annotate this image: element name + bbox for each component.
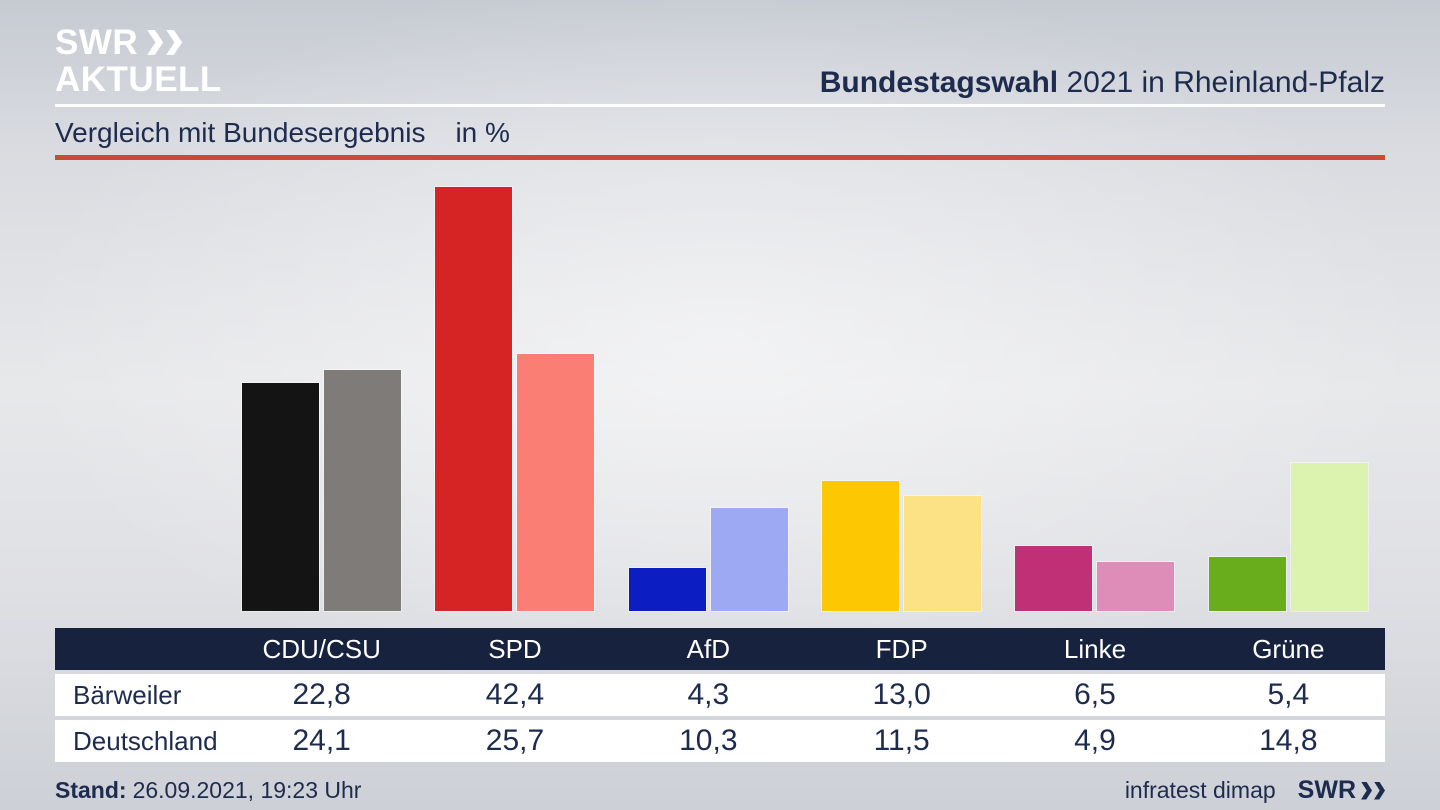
bar-chart [55,160,1385,611]
column-header-gr-ne: Grüne [1252,633,1325,664]
source-label: infratest dimap [1124,777,1276,803]
page-title: Bundestagswahl 2021 in Rheinland-Pfalz [820,66,1385,104]
logo-text-aktuell: AKTUELL [55,59,222,99]
swr-brand-mark: SWR [1298,776,1385,805]
value-cell-deutschland-cdu-csu: 24,1 [292,724,351,757]
bar-b-rweiler-spd [435,187,513,611]
logo-line1: SWR [55,24,222,61]
bar-deutschland-spd [517,354,595,611]
chart-subtitle: Vergleich mit Bundesergebnis [55,117,426,148]
table-header-row: CDU/CSU SPD AfD FDP Linke Grüne [55,628,1385,670]
value-cell-deutschland-spd: 25,7 [485,724,545,757]
value-cell-bärweiler-cdu-csu: 22,8 [292,678,351,711]
row-label: Deutschland [73,725,218,756]
bar-group-afd [612,508,805,611]
column-header-linke: Linke [1063,633,1127,664]
bar-group-fdp [805,481,998,611]
header-divider [55,104,1385,107]
chevron-right-icon [147,29,164,55]
bar-deutschland-gr-ne [1290,463,1368,611]
results-table: CDU/CSU SPD AfD FDP Linke Grüne Bärweiler 22,8… [55,628,1385,762]
bar-deutschland-cdu-csu [324,370,402,611]
table-row-deutschland: Deutschland 24,1 25,7 10,3 11,5 4,9 14,8 [55,720,1385,762]
chart-subtitle-row: Vergleich mit Bundesergebnis in % [55,117,1385,149]
chart-unit-label: in % [455,117,510,148]
value-cell-bärweiler-linke: 6,5 [1074,678,1116,711]
bar-deutschland-afd [710,508,788,611]
value-cell-bärweiler-afd: 4,3 [687,678,730,711]
brand-text: SWR [1297,776,1356,804]
value-cell-deutschland-linke: 4,9 [1074,724,1116,757]
bar-b-rweiler-afd [628,568,706,611]
column-header-spd: SPD [488,633,542,664]
swr-double-chevron-icon [147,29,183,55]
timestamp: Stand: 26.09.2021, 19:23 Uhr [55,777,361,804]
page-title-bold: Bundestagswahl [819,66,1059,99]
swr-aktuell-logo: SWR AKTUELL [55,24,222,104]
value-cell-bärweiler-fdp: 13,0 [872,678,931,711]
logo-text-swr: SWR [55,22,139,62]
chevron-right-icon [1374,781,1385,800]
swr-double-chevron-icon [1361,781,1385,800]
column-header-cdu-csu: CDU/CSU [262,633,381,664]
value-cell-bärweiler-spd: 42,4 [485,678,545,711]
bar-group-gr-ne [1192,463,1385,611]
value-cell-deutschland-fdp: 11,5 [873,724,930,757]
bar-group-linke [998,546,1191,611]
timestamp-label: Stand: [55,777,127,803]
column-header-afd: AfD [686,633,730,664]
row-label: Bärweiler [73,679,182,710]
chevron-right-icon [1361,781,1372,800]
page-title-rest: 2021 in Rheinland-Pfalz [1058,66,1385,99]
value-cell-bärweiler-gr-ne: 5,4 [1267,678,1310,711]
timestamp-value: 26.09.2021, 19:23 Uhr [132,777,362,803]
bar-b-rweiler-fdp [822,481,900,611]
table-row-b-rweiler: Bärweiler 22,8 42,4 4,3 13,0 6,5 5,4 [55,674,1385,716]
bar-deutschland-linke [1097,562,1175,611]
footer: Stand: 26.09.2021, 19:23 Uhr infratest di… [55,776,1385,805]
column-header-fdp: FDP [875,633,928,664]
accent-divider [55,155,1385,160]
bar-group-cdu-csu [225,370,418,611]
credits: infratest dimap SWR [1125,776,1385,805]
value-cell-deutschland-gr-ne: 14,8 [1259,724,1318,757]
bar-b-rweiler-cdu-csu [242,383,320,611]
bar-b-rweiler-gr-ne [1208,557,1286,611]
header: SWR AKTUELL Bundestagswahl 2021 in Rhein… [55,0,1385,104]
value-cell-deutschland-afd: 10,3 [679,724,738,757]
chevron-right-icon [166,29,183,55]
bar-group-spd [418,187,611,611]
bar-deutschland-fdp [904,496,982,611]
bar-b-rweiler-linke [1015,546,1093,611]
